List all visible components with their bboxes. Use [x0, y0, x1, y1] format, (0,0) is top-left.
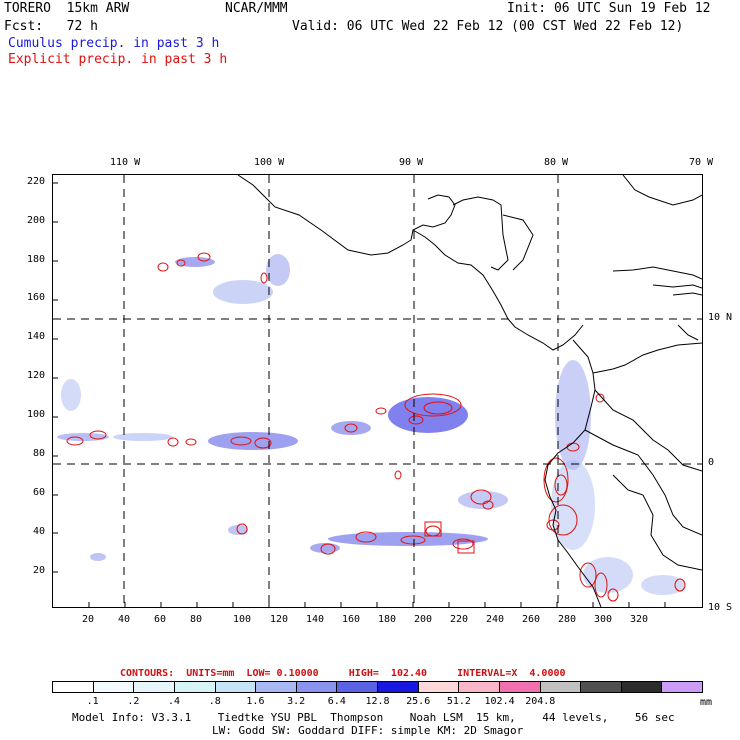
colorbar-swatch: [174, 682, 216, 692]
colorbar-label: 204.8: [525, 696, 556, 707]
lon-label-110w: 110 W: [110, 157, 141, 168]
y-tick-60: 60: [33, 487, 46, 498]
colorbar-swatch: [540, 682, 582, 692]
y-tick-160: 160: [27, 292, 46, 303]
lon-label-80w: 80 W: [544, 157, 569, 168]
legend-explicit: Explicit precip. in past 3 h: [8, 52, 228, 67]
x-tick-40: 40: [118, 614, 131, 625]
x-tick-180: 180: [378, 614, 397, 625]
y-tick-140: 140: [27, 331, 46, 342]
model-title: TORERO 15km ARW: [4, 1, 130, 16]
colorbar-swatch: [53, 682, 94, 692]
colorbar-label: 102.4: [484, 696, 515, 707]
colorbar-label: .1: [86, 696, 99, 707]
y-tick-100: 100: [27, 409, 46, 420]
colorbar-label: 3.2: [287, 696, 306, 707]
x-tick-140: 140: [306, 614, 325, 625]
x-tick-240: 240: [486, 614, 505, 625]
colorbar-swatch: [499, 682, 541, 692]
x-tick-200: 200: [414, 614, 433, 625]
colorbar-label: 51.2: [446, 696, 471, 707]
contour-info: CONTOURS: UNITS=mm LOW= 0.10000 HIGH= 10…: [120, 668, 566, 679]
lon-label-70w: 70 W: [689, 157, 714, 168]
colorbar-swatch: [337, 682, 378, 692]
x-tick-20: 20: [82, 614, 95, 625]
lat-label-10s: 10 S: [708, 602, 733, 613]
colorbar-label: 25.6: [406, 696, 431, 707]
x-tick-160: 160: [342, 614, 361, 625]
model-info-line1: Model Info: V3.3.1 Tiedtke YSU PBL Thomp…: [72, 711, 675, 724]
colorbar-swatch: [296, 682, 338, 692]
y-tick-220: 220: [27, 176, 46, 187]
valid-time: Valid: 06 UTC Wed 22 Feb 12 (00 CST Wed …: [292, 19, 684, 34]
x-tick-220: 220: [450, 614, 469, 625]
y-tick-120: 120: [27, 370, 46, 381]
colorbar-swatch: [418, 682, 460, 692]
colorbar-label: 6.4: [327, 696, 346, 707]
colorbar-swatch: [662, 682, 702, 692]
graticule: [53, 175, 702, 607]
forecast-hour: Fcst: 72 h: [4, 19, 98, 34]
lat-label-0: 0: [708, 457, 715, 468]
legend-cumulus: Cumulus precip. in past 3 h: [8, 36, 220, 51]
colorbar-swatch: [93, 682, 135, 692]
organization-label: NCAR/MMM: [225, 1, 288, 16]
x-tick-260: 260: [522, 614, 541, 625]
x-tick-300: 300: [594, 614, 613, 625]
colorbar-label: .8: [208, 696, 221, 707]
x-tick-80: 80: [190, 614, 203, 625]
colorbar-units: mm: [700, 697, 713, 708]
colorbar-swatch: [378, 682, 419, 692]
y-tick-20: 20: [33, 565, 46, 576]
colorbar-swatch: [459, 682, 500, 692]
x-tick-320: 320: [630, 614, 649, 625]
colorbar-swatch: [215, 682, 257, 692]
explicit-precip-layer: [66, 252, 686, 602]
map-canvas: [53, 174, 703, 608]
colorbar-swatch: [581, 682, 622, 692]
lon-label-90w: 90 W: [399, 157, 424, 168]
lat-label-10n: 10 N: [708, 312, 733, 323]
y-tick-80: 80: [33, 448, 46, 459]
x-tick-120: 120: [270, 614, 289, 625]
coastlines: [237, 174, 703, 608]
init-time: Init: 06 UTC Sun 19 Feb 12: [507, 1, 711, 16]
colorbar-swatch: [621, 682, 663, 692]
cumulus-precip-layer: [57, 254, 685, 595]
colorbar-label: 1.6: [246, 696, 265, 707]
x-tick-60: 60: [154, 614, 167, 625]
x-tick-100: 100: [233, 614, 252, 625]
model-info-line2: LW: Godd SW: Goddard DIFF: simple KM: 2D…: [212, 724, 524, 737]
colorbar-swatch: [256, 682, 297, 692]
precip-map: [52, 174, 703, 608]
y-tick-200: 200: [27, 215, 46, 226]
colorbar-swatch: [134, 682, 175, 692]
colorbar-label: .4: [168, 696, 181, 707]
lon-label-100w: 100 W: [254, 157, 285, 168]
x-tick-280: 280: [558, 614, 577, 625]
axis-ticks: [53, 182, 666, 607]
colorbar: [52, 681, 703, 693]
y-tick-180: 180: [27, 254, 46, 265]
y-tick-40: 40: [33, 526, 46, 537]
colorbar-label: 12.8: [365, 696, 390, 707]
colorbar-label: .2: [127, 696, 140, 707]
